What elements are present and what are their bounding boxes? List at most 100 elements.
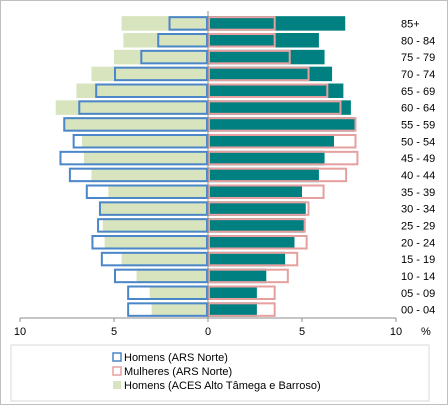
- bar-homens-ars-norte-45-49: [59, 150, 209, 166]
- bar-mulheres-ars-norte-80-84: [208, 33, 276, 48]
- bar-homens-ars-norte-85: [168, 16, 209, 31]
- bar-mulheres-ars-norte-15-19: [208, 251, 299, 267]
- bar-mulheres-ars-norte-65-69: [208, 83, 329, 98]
- y-tick-label: 45 - 49: [401, 153, 435, 165]
- bar-homens-aces-alto-t-mega-e-barroso-80-84: [123, 33, 208, 48]
- bar-mulheres-ars-norte-55-59: [208, 117, 357, 132]
- bar-mulheres-aces-alto-t-mega-e-barroso-50-54: [208, 134, 334, 149]
- bar-mulheres-ars-norte-75-79: [208, 49, 291, 65]
- series-homens-aces-bars: [55, 16, 209, 317]
- bar-homens-aces-alto-t-mega-e-barroso-15-19: [121, 251, 208, 267]
- y-tick-label: 10 - 14: [401, 271, 435, 283]
- x-tick-label: 10: [14, 326, 26, 338]
- legend-swatch: [112, 352, 122, 362]
- bar-mulheres-aces-alto-t-mega-e-barroso-55-59: [208, 117, 355, 132]
- y-tick-label: 15 - 19: [401, 254, 435, 266]
- bar-homens-aces-alto-t-mega-e-barroso-60-64: [55, 100, 208, 115]
- bar-homens-aces-alto-t-mega-e-barroso-30-34: [98, 201, 208, 216]
- bar-homens-ars-norte-80-84: [157, 33, 209, 48]
- y-tick-label: 75 - 79: [401, 52, 435, 64]
- bar-mulheres-aces-alto-t-mega-e-barroso-75-79: [208, 49, 325, 65]
- bar-mulheres-ars-norte-70-74: [208, 66, 310, 82]
- bar-homens-ars-norte-50-54: [72, 134, 208, 149]
- bar-homens-aces-alto-t-mega-e-barroso-10-14: [136, 268, 208, 284]
- y-tick-label: 20 - 24: [401, 237, 435, 249]
- y-tick-label: 60 - 64: [401, 103, 435, 115]
- bar-homens-ars-norte-05-09: [127, 285, 208, 300]
- x-tick-labels: 10 5 0 5 10%: [14, 326, 431, 338]
- bar-mulheres-ars-norte-50-54: [208, 134, 357, 149]
- bar-mulheres-aces-alto-t-mega-e-barroso-15-19: [208, 251, 286, 267]
- bar-homens-aces-alto-t-mega-e-barroso-00-04: [151, 302, 208, 317]
- legend-swatch: [112, 366, 122, 376]
- bar-mulheres-aces-alto-t-mega-e-barroso-85: [208, 16, 346, 31]
- legend-swatch: [113, 381, 121, 389]
- bar-homens-aces-alto-t-mega-e-barroso-55-59: [65, 117, 209, 132]
- bar-mulheres-ars-norte-40-44: [208, 167, 348, 183]
- bar-homens-ars-norte-00-04: [127, 302, 208, 317]
- bar-mulheres-ars-norte-45-49: [208, 150, 359, 166]
- x-tick-label: 0: [205, 326, 211, 338]
- bar-homens-ars-norte-20-24: [91, 235, 208, 250]
- bar-mulheres-ars-norte-85: [208, 16, 276, 31]
- y-tick-label: 85+: [401, 18, 420, 30]
- bar-homens-ars-norte-40-44: [68, 167, 208, 183]
- bar-mulheres-aces-alto-t-mega-e-barroso-30-34: [208, 201, 306, 216]
- bar-homens-aces-alto-t-mega-e-barroso-25-29: [102, 218, 208, 233]
- bar-mulheres-aces-alto-t-mega-e-barroso-35-39: [208, 184, 302, 199]
- y-tick-label: 80 - 84: [401, 35, 435, 47]
- bar-homens-ars-norte-15-19: [100, 251, 208, 267]
- bar-mulheres-ars-norte-20-24: [208, 235, 308, 250]
- bar-homens-aces-alto-t-mega-e-barroso-50-54: [82, 134, 208, 149]
- bar-homens-aces-alto-t-mega-e-barroso-45-49: [83, 150, 208, 166]
- bar-homens-aces-alto-t-mega-e-barroso-05-09: [149, 285, 208, 300]
- x-tick-label: 5: [299, 326, 305, 338]
- y-tick-label: 70 - 74: [401, 69, 435, 81]
- legend: Homens (ARS Norte) Mulheres (ARS Norte) Ho…: [10, 344, 430, 402]
- bar-mulheres-aces-alto-t-mega-e-barroso-60-64: [208, 100, 351, 115]
- bar-homens-ars-norte-35-39: [85, 184, 208, 199]
- bar-homens-aces-alto-t-mega-e-barroso-20-24: [104, 235, 208, 250]
- bar-homens-aces-alto-t-mega-e-barroso-65-69: [76, 83, 209, 98]
- bar-homens-ars-norte-25-29: [97, 218, 208, 233]
- y-tick-label: 25 - 29: [401, 220, 435, 232]
- y-tick-labels: 00 - 04 05 - 09 10 - 14 15 - 19 20 - 24 25 - …: [401, 18, 435, 316]
- bar-mulheres-ars-norte-30-34: [208, 201, 310, 216]
- bar-homens-aces-alto-t-mega-e-barroso-75-79: [114, 49, 208, 65]
- bar-homens-ars-norte-70-74: [114, 66, 208, 82]
- bar-mulheres-aces-alto-t-mega-e-barroso-10-14: [208, 268, 267, 284]
- bar-mulheres-aces-alto-t-mega-e-barroso-05-09: [208, 285, 257, 300]
- bar-mulheres-ars-norte-35-39: [208, 184, 325, 199]
- bar-mulheres-aces-alto-t-mega-e-barroso-40-44: [208, 167, 319, 183]
- bar-homens-aces-alto-t-mega-e-barroso-40-44: [91, 167, 208, 183]
- y-tick-label: 65 - 69: [401, 86, 435, 98]
- bar-homens-ars-norte-55-59: [63, 117, 208, 132]
- bar-mulheres-aces-alto-t-mega-e-barroso-65-69: [208, 83, 344, 98]
- bar-mulheres-ars-norte-00-04: [208, 302, 276, 317]
- bar-mulheres-ars-norte-10-14: [208, 268, 289, 284]
- bar-homens-ars-norte-75-79: [140, 49, 209, 65]
- bar-homens-aces-alto-t-mega-e-barroso-70-74: [91, 66, 208, 82]
- legend-label: Homens (ACES Alto Tâmega e Barroso): [124, 380, 321, 392]
- bar-homens-aces-alto-t-mega-e-barroso-85: [121, 16, 208, 31]
- bar-mulheres-ars-norte-60-64: [208, 100, 342, 115]
- bar-mulheres-ars-norte-25-29: [208, 218, 306, 233]
- legend-label: Homens (ARS Norte): [124, 352, 228, 364]
- series-mulheres-ars-bars: [208, 16, 359, 317]
- axes: [19, 11, 397, 322]
- y-tick-label: 55 - 59: [401, 119, 435, 131]
- bar-homens-ars-norte-65-69: [95, 83, 208, 98]
- legend-box: [10, 344, 430, 402]
- bar-homens-ars-norte-60-64: [78, 100, 208, 115]
- bar-mulheres-aces-alto-t-mega-e-barroso-20-24: [208, 235, 295, 250]
- y-tick-label: 05 - 09: [401, 288, 435, 300]
- y-tick-label: 30 - 34: [401, 204, 435, 216]
- bar-homens-ars-norte-10-14: [114, 268, 208, 284]
- bar-homens-ars-norte-30-34: [98, 201, 208, 216]
- bar-mulheres-aces-alto-t-mega-e-barroso-00-04: [208, 302, 257, 317]
- bar-mulheres-ars-norte-05-09: [208, 285, 276, 300]
- series-mulheres-aces-bars: [208, 16, 355, 317]
- bar-mulheres-aces-alto-t-mega-e-barroso-25-29: [208, 218, 304, 233]
